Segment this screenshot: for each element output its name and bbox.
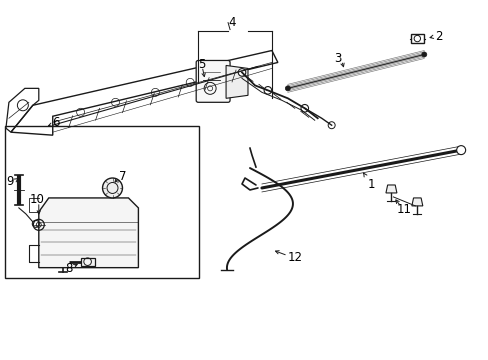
FancyBboxPatch shape — [196, 60, 229, 102]
Polygon shape — [225, 66, 247, 98]
Text: 10: 10 — [29, 193, 44, 206]
Circle shape — [327, 122, 334, 129]
Text: 1: 1 — [363, 173, 374, 192]
Text: 6: 6 — [52, 116, 60, 129]
Circle shape — [264, 86, 271, 94]
Circle shape — [421, 52, 426, 57]
Text: 5: 5 — [198, 58, 205, 71]
Text: 9: 9 — [6, 175, 14, 189]
Polygon shape — [385, 185, 396, 193]
Circle shape — [102, 178, 122, 198]
Polygon shape — [411, 198, 422, 206]
Circle shape — [301, 104, 308, 112]
Text: 4: 4 — [227, 16, 235, 29]
Text: 7: 7 — [119, 170, 126, 183]
Circle shape — [285, 86, 290, 91]
Text: 8: 8 — [65, 262, 72, 275]
Text: 3: 3 — [333, 52, 341, 65]
Text: 11: 11 — [396, 203, 411, 216]
Bar — [5, 126, 199, 278]
Text: 12: 12 — [287, 251, 302, 264]
Polygon shape — [39, 198, 138, 268]
Text: 2: 2 — [434, 30, 442, 43]
Circle shape — [456, 146, 465, 154]
Circle shape — [238, 69, 245, 76]
